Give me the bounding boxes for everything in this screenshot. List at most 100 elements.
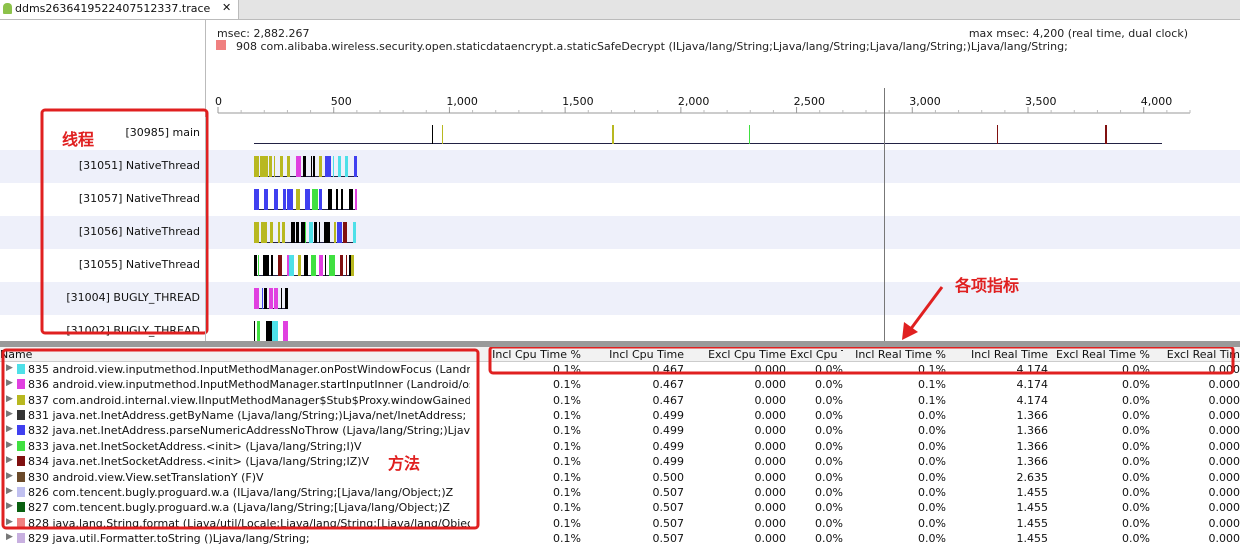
table-cell: 0.499 [652, 455, 685, 469]
table-cell: 0.507 [652, 531, 685, 545]
tick-label: 2,000 [677, 95, 710, 108]
table-cell: 827 com.tencent.bugly.proguard.w.a (Ljav… [28, 501, 450, 515]
expand-arrow: ▶ [6, 363, 13, 373]
color-swatch [17, 394, 25, 405]
activity [313, 156, 316, 177]
table-cell: 1.455 [1016, 501, 1049, 515]
table-row[interactable]: ▶ 826 com.tencent.bugly.proguard.w.a (ILj… [0, 485, 1240, 500]
table-cell: 0.0% [815, 531, 843, 545]
table-row[interactable]: ▶ 833 java.net.InetSocketAddress.<init> (… [0, 439, 1240, 454]
table-row[interactable]: ▶ 831 java.net.InetAddress.getByName (Lja… [0, 408, 1240, 423]
activity [283, 189, 287, 210]
table-cell: 0.000 [1208, 516, 1240, 530]
activity [296, 156, 302, 177]
thread-baseline [254, 176, 358, 177]
highlight-box [1, 348, 480, 530]
column-header[interactable]: Excl Real Time % [1056, 348, 1150, 361]
close-icon[interactable]: ✕ [222, 1, 232, 14]
activity [348, 189, 353, 210]
activity [313, 222, 317, 243]
activity [340, 255, 344, 276]
table-cell: 1.366 [1016, 424, 1049, 438]
arrow-head [902, 322, 918, 340]
color-swatch [17, 425, 25, 436]
table-cell: 0.0% [815, 378, 843, 392]
color-swatch [17, 517, 25, 528]
table-cell: 0.1% [553, 470, 581, 484]
table-cell: 0.000 [1208, 455, 1240, 469]
activity [1105, 125, 1108, 144]
activity [996, 125, 998, 144]
activity [278, 222, 281, 243]
color-swatch [17, 532, 25, 543]
activity [327, 189, 332, 210]
activity [319, 222, 321, 243]
activity [256, 321, 260, 342]
column-header[interactable]: Incl Cpu Time [609, 348, 684, 361]
table-cell: 0.0% [918, 531, 946, 545]
divider [205, 20, 206, 118]
activity [258, 255, 260, 276]
expand-arrow: ▶ [6, 424, 13, 435]
table-cell: 0.000 [754, 516, 787, 530]
table-cell: 0.1% [553, 378, 581, 392]
thread-label: [30985] main [125, 126, 200, 139]
table-row[interactable]: ▶ 830 android.view.View.setTranslationY (… [0, 470, 1240, 485]
table-cell: 0.0% [815, 470, 843, 484]
table-cell: 0.499 [652, 409, 685, 423]
column-header[interactable]: Excl Cpu Time [708, 348, 786, 361]
activity [301, 222, 306, 243]
expand-arrow: ▶ [6, 516, 13, 527]
activity [268, 156, 272, 177]
activity [333, 156, 335, 177]
activity [318, 255, 323, 276]
table-cell: 0.000 [754, 531, 787, 545]
activity [260, 156, 265, 177]
table-cell: 0.1% [918, 393, 946, 407]
tick-label: 4,000 [1140, 95, 1173, 108]
table-row[interactable]: ▶ 836 android.view.inputmethod.InputMetho… [0, 377, 1240, 392]
activity [274, 189, 279, 210]
expand-arrow: ▶ [6, 455, 13, 466]
tick-label: 2,500 [793, 95, 826, 108]
table-cell: 0.0% [815, 439, 843, 453]
table-cell: 0.0% [1122, 409, 1150, 423]
activity [264, 189, 269, 210]
activity [324, 222, 331, 243]
table-cell: 1.455 [1016, 516, 1049, 530]
table-cell: 0.0% [918, 516, 946, 530]
table-row[interactable]: ▶ 837 com.android.internal.view.IInputMet… [0, 393, 1240, 408]
activity [338, 156, 342, 177]
table-row[interactable]: ▶ 835 android.view.inputmethod.InputMetho… [0, 362, 1240, 377]
table-row[interactable]: ▶ 827 com.tencent.bugly.proguard.w.a (Lja… [0, 500, 1240, 515]
cursor-line [884, 88, 885, 341]
table-row[interactable]: ▶ 829 java.util.Formatter.toString ()Ljav… [0, 531, 1240, 546]
color-swatch [17, 364, 25, 374]
column-header[interactable]: Incl Cpu Time % [492, 348, 581, 361]
table-row[interactable]: ▶ 834 java.net.InetSocketAddress.<init> (… [0, 454, 1240, 469]
table-cell: 0.0% [1122, 424, 1150, 438]
activity [254, 189, 259, 210]
table-cell: 0.0% [1122, 485, 1150, 499]
table-cell: 0.500 [652, 470, 685, 484]
table-row[interactable]: ▶ 832 java.net.InetAddress.parseNumericAd… [0, 423, 1240, 438]
activity [295, 222, 299, 243]
column-header[interactable]: Incl Real Time % [855, 348, 946, 361]
column-header[interactable]: Excl Real Tim [1166, 348, 1240, 361]
activity [262, 288, 264, 309]
column-header[interactable]: Incl Real Time [971, 348, 1048, 361]
table-cell: 0.0% [918, 439, 946, 453]
column-header[interactable]: Excl Cpu T [790, 348, 843, 361]
expand-arrow: ▶ [6, 393, 13, 404]
table-row[interactable]: ▶ 828 java.lang.String.format (Ljava/util… [0, 516, 1240, 531]
table-cell: 835 android.view.inputmethod.InputMethod… [28, 363, 470, 376]
table-cell: 0.000 [754, 501, 787, 515]
table-cell: 0.507 [652, 501, 685, 515]
table-cell: 0.0% [1122, 516, 1150, 530]
table-cell: 836 android.view.inputmethod.InputMethod… [28, 378, 470, 392]
table-cell: 1.366 [1016, 409, 1049, 423]
tab[interactable]: ddms2636419522407512337.trace ✕ [0, 0, 239, 19]
activity [353, 222, 357, 243]
annotation: 方法 [388, 454, 421, 473]
